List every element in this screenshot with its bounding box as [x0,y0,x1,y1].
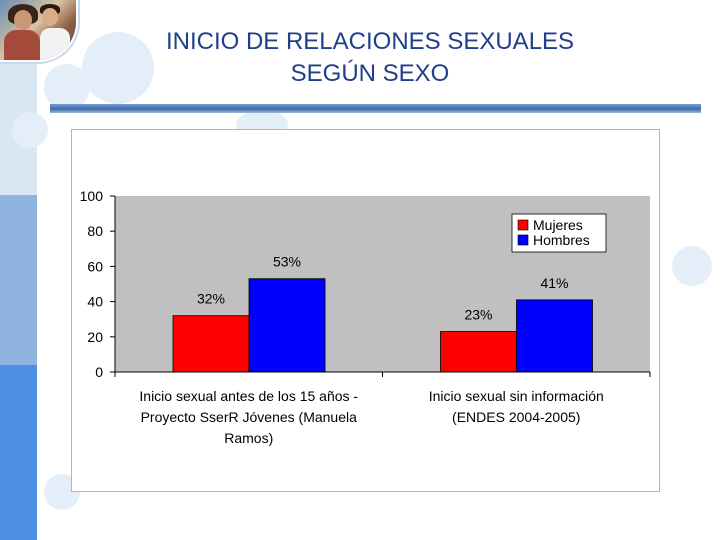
decor-bubble [672,246,712,286]
y-tick-label: 100 [80,188,104,204]
y-tick-label: 80 [87,223,103,239]
legend-entry-hombres: Hombres [533,232,590,248]
y-tick-label: 20 [87,329,103,345]
legend-swatch-hombres [517,234,529,246]
bar-mujeres [172,315,250,373]
y-tick-label: 40 [87,294,103,310]
title-divider [50,104,701,113]
category-label: Inicio sexual sin información [429,388,604,404]
slide-title-line2: SEGÚN SEXO [290,60,450,87]
header-photo [0,0,76,60]
bar-hombres [248,278,326,373]
y-tick-label: 0 [95,364,103,380]
decor-bubble [44,64,90,110]
decor-bubble [82,32,154,104]
category-label: Ramos) [224,430,273,446]
data-label: 23% [464,307,492,323]
legend-swatch-mujeres [517,219,529,231]
data-label: 53% [273,254,301,270]
decor-bubble [12,112,48,148]
legend-entry-mujeres: Mujeres [533,217,583,233]
slide-title: INICIO DE RELACIONES SEXUALES SEGÚN SEXO [80,26,660,90]
data-label: 32% [197,291,225,307]
band-dark [0,365,37,540]
bar-mujeres [440,331,517,373]
category-label: (ENDES 2004-2005) [452,409,580,425]
data-label: 41% [540,275,568,291]
category-label: Proyecto SserR Jóvenes (Manuela [141,409,358,425]
slide-title-line1: INICIO DE RELACIONES SEXUALES [165,28,575,55]
bar-hombres [516,299,593,373]
band-medium [0,195,37,365]
y-tick-label: 60 [87,258,103,274]
category-label: Inicio sexual antes de los 15 años - [139,388,358,404]
